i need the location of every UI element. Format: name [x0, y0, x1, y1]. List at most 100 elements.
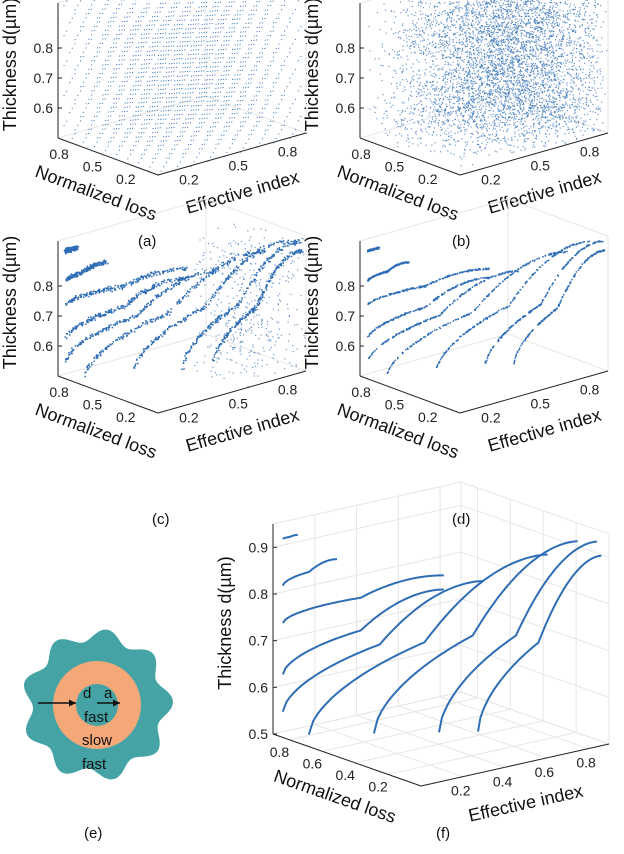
scatter-point — [138, 16, 140, 18]
scatter-point — [188, 84, 189, 86]
scatter-point — [557, 78, 560, 80]
scatter-point — [116, 68, 117, 70]
scatter-point — [138, 50, 139, 52]
scatter-point — [457, 119, 459, 121]
scatter-point — [278, 73, 280, 75]
scatter-point — [547, 126, 550, 128]
scatter-point — [223, 18, 225, 20]
scatter-point — [521, 20, 523, 22]
scatter-point — [564, 112, 566, 114]
scatter-point — [154, 46, 156, 48]
scatter-point — [289, 107, 291, 109]
scatter-point — [513, 145, 515, 147]
scatter-point — [569, 74, 571, 76]
scatter-point — [476, 57, 479, 59]
scatter-point — [421, 104, 423, 106]
scatter-point — [155, 153, 157, 155]
scatter-point — [430, 86, 433, 88]
scatter-point — [218, 113, 219, 115]
scatter-point — [458, 49, 460, 51]
scatter-point — [449, 39, 451, 41]
scatter-point — [468, 73, 470, 75]
scatter-point — [549, 10, 551, 13]
scatter-point — [488, 49, 490, 51]
scatter-point — [149, 84, 151, 86]
scatter-point — [154, 127, 156, 129]
scatter-point — [206, 53, 208, 55]
scatter-point — [498, 36, 500, 38]
scatter-point — [496, 137, 499, 140]
scatter-point — [278, 47, 280, 49]
scatter-point — [406, 45, 408, 47]
scatter-point — [138, 136, 140, 138]
scatter-point — [163, 136, 165, 138]
scatter-point — [146, 37, 147, 39]
scatter-point — [501, 23, 503, 25]
scatter-point — [575, 122, 577, 124]
scatter-point — [190, 105, 192, 107]
scatter-point — [203, 66, 205, 68]
scatter-point — [518, 71, 520, 73]
scatter-point — [549, 72, 551, 74]
scatter-point — [457, 140, 459, 143]
scatter-point — [493, 33, 495, 35]
scatter-point — [99, 21, 101, 23]
scatter-point — [406, 128, 408, 130]
scatter-point — [405, 37, 408, 39]
scatter-point — [116, 34, 118, 36]
scatter-point — [74, 13, 76, 15]
scatter-point — [566, 22, 568, 24]
scatter-point — [248, 78, 250, 80]
scatter-point — [158, 145, 159, 146]
scatter-point — [557, 110, 560, 113]
scatter-point — [179, 54, 181, 56]
scatter-point — [507, 124, 509, 126]
scatter-point — [446, 74, 448, 76]
scatter-point — [187, 70, 189, 72]
scatter-point — [573, 112, 575, 115]
scatter-point — [234, 112, 236, 114]
scatter-point — [416, 22, 418, 24]
scatter-point — [558, 39, 561, 41]
scatter-point — [488, 48, 491, 50]
scatter-point — [508, 116, 510, 118]
scatter-point — [546, 119, 549, 121]
scatter-point — [256, 57, 258, 58]
scatter-point — [493, 42, 496, 44]
scatter-point — [154, 110, 156, 112]
scatter-point — [129, 132, 131, 134]
scatter-point — [514, 7, 516, 9]
scatter-point — [107, 0, 109, 1]
scatter-point — [492, 9, 494, 12]
scatter-point — [477, 140, 479, 142]
scatter-point — [239, 78, 241, 80]
scatter-point — [471, 9, 473, 11]
scatter-point — [549, 35, 551, 38]
scatter-point — [137, 84, 139, 86]
scatter-point — [198, 109, 199, 111]
scatter-point — [195, 57, 197, 59]
scatter-point — [477, 39, 479, 41]
scatter-point — [550, 79, 553, 81]
scatter-point — [270, 95, 271, 97]
scatter-point — [159, 37, 161, 39]
scatter-point — [469, 72, 471, 74]
scatter-point — [151, 88, 153, 90]
scatter-point — [524, 120, 526, 122]
scatter-point — [521, 132, 523, 134]
scatter-point — [545, 44, 547, 46]
scatter-point — [140, 16, 142, 18]
scatter-point — [210, 126, 211, 128]
scatter-point — [514, 72, 516, 74]
scatter-point — [545, 16, 548, 18]
scatter-point — [447, 14, 449, 16]
scatter-point — [525, 9, 527, 11]
scatter-point — [228, 74, 230, 76]
scatter-point — [503, 74, 505, 76]
scatter-point — [573, 81, 575, 83]
scatter-point — [186, 15, 188, 17]
scatter-point — [91, 34, 93, 36]
scatter-point — [516, 49, 518, 51]
scatter-point — [524, 96, 526, 99]
